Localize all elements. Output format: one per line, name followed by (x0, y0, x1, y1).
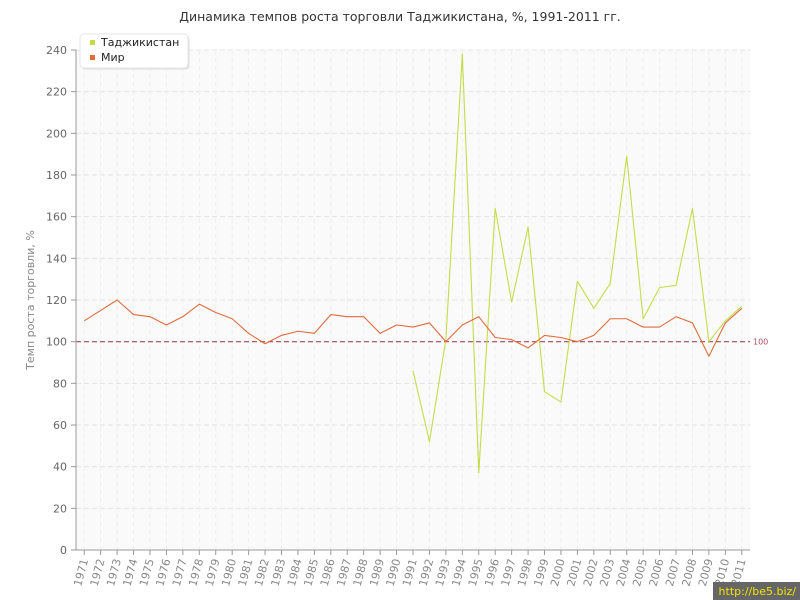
y-tick-label: 60 (53, 419, 67, 432)
chart-title: Динамика темпов роста торговли Таджикист… (179, 9, 621, 24)
series-line-world (83, 299, 743, 357)
series-layer (83, 53, 743, 474)
y-tick-label: 160 (46, 211, 67, 224)
y-tick-label: 180 (46, 169, 67, 182)
y-tick-label: 240 (46, 44, 67, 57)
legend-label-tajikistan: Таджикистан (100, 36, 179, 49)
y-tick-label: 20 (53, 502, 67, 515)
y-tick-label: 200 (46, 127, 67, 140)
legend-label-world: Мир (101, 51, 125, 64)
watermark-link[interactable]: http://be5.biz/ (712, 582, 800, 600)
legend-marker-tajikistan (90, 40, 95, 45)
y-tick-label: 100 (46, 336, 67, 349)
y-axis-label: Темп роста торговли, % (24, 230, 37, 371)
grid-layer (76, 49, 750, 550)
y-tick-label: 120 (46, 294, 67, 307)
legend-marker-world (90, 55, 95, 60)
y-tick-label: 40 (53, 461, 67, 474)
y-tick-label: 140 (46, 252, 67, 265)
y-tick-label: 220 (46, 86, 67, 99)
y-tick-label: 80 (53, 377, 67, 390)
reference-line-label: 100 (753, 338, 768, 347)
series-line-tajikistan (412, 53, 743, 474)
reference-layer: 100 (76, 338, 768, 347)
legend-box (79, 33, 189, 69)
legend[interactable]: Таджикистан Мир (79, 33, 190, 70)
y-tick-label: 0 (60, 544, 67, 557)
